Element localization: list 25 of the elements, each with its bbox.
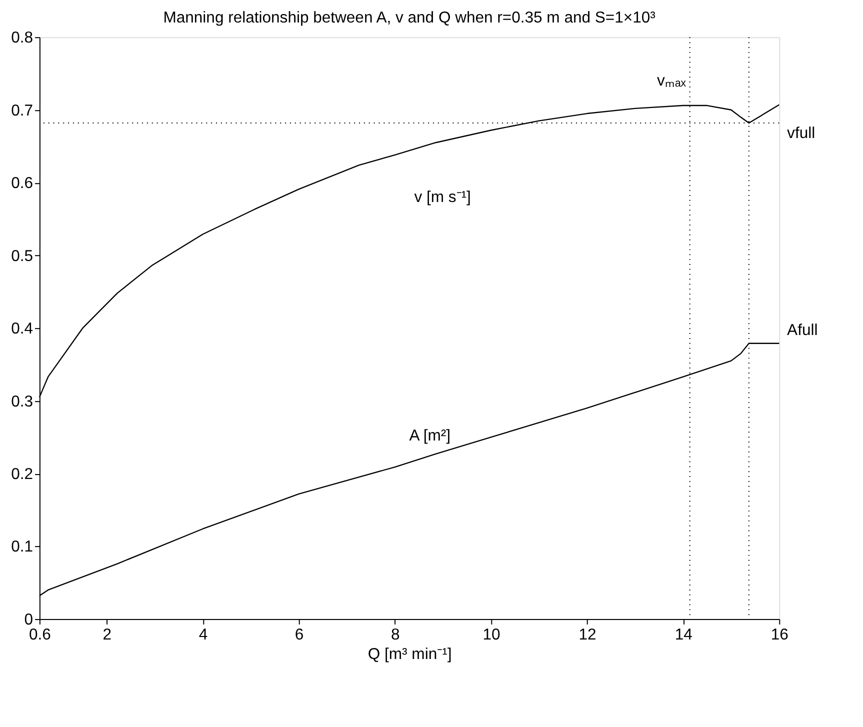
x-tick-label: 10 [482,626,500,644]
x-tick-label: 6 [294,626,304,644]
y-tick-label: 0.7 [11,102,34,120]
y-tick-label: 0 [24,611,34,628]
y-tick-label: 0.6 [11,175,34,192]
x-tick-label: 8 [391,626,400,644]
text: Afull [787,322,818,340]
x-tick-label: 12 [578,626,596,644]
x-tick-label: 0.6 [28,626,52,644]
y-tick-label: 0.8 [11,30,34,47]
y-tick-label: 0.3 [11,393,34,410]
y-tick-label: 0.4 [11,320,34,338]
annotation: A [m²] [409,428,450,445]
ref-line-label: vₘₐₓ [656,72,687,90]
x-tick-label: 2 [102,626,112,644]
x-tick-label: 4 [198,626,208,644]
x-tick-label: 14 [674,626,693,644]
y-tick-label: 0.2 [11,466,34,484]
ref-line-label: vfull [787,124,816,142]
chart-title: Manning relationship between A, v and Q when r=0.35 m and S=1×10³ [163,9,656,26]
x-axis-title: Q [m³ min⁻¹] [368,646,452,663]
x-tick-label: 16 [770,626,789,644]
annotation: v [m s⁻¹] [414,188,471,206]
y-tick-label: 0.1 [11,538,34,556]
y-tick-label: 0.5 [11,248,34,265]
